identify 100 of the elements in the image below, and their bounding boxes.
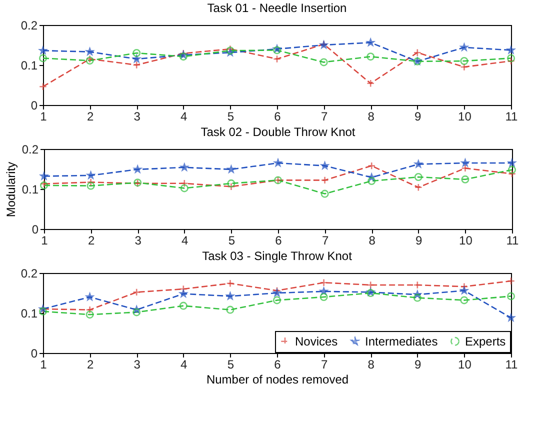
point	[461, 158, 470, 166]
legend-label: Intermediates	[365, 334, 438, 348]
point	[274, 158, 282, 166]
legend-label: Novices	[295, 334, 338, 348]
x-tick-label: 6	[274, 358, 282, 372]
point	[461, 175, 470, 184]
point	[506, 292, 516, 300]
point	[38, 82, 48, 91]
point	[86, 182, 95, 190]
point	[227, 179, 236, 188]
point	[460, 296, 468, 304]
point	[506, 54, 516, 62]
point	[461, 164, 470, 172]
point	[413, 280, 422, 290]
point	[507, 46, 515, 54]
x-tick-label: 9	[416, 234, 423, 248]
x-tick-label: 8	[368, 110, 375, 124]
x-tick-label: 2	[86, 358, 94, 372]
point	[506, 56, 516, 66]
point	[366, 79, 375, 88]
x-tick-label: 5	[228, 234, 236, 248]
x-tick-label: 5	[227, 358, 234, 372]
point	[132, 54, 140, 62]
point	[272, 46, 282, 54]
point	[366, 280, 375, 290]
x-tick-label: 9	[414, 358, 422, 372]
point	[368, 162, 376, 170]
x-tick-label: 7	[320, 110, 328, 124]
point	[460, 57, 468, 65]
point	[320, 162, 329, 170]
point	[368, 177, 376, 185]
point	[413, 294, 422, 302]
point	[86, 310, 94, 319]
point	[414, 173, 422, 181]
point	[132, 288, 141, 296]
point	[320, 58, 328, 66]
point	[413, 48, 422, 57]
x-tick-label: 4	[180, 358, 188, 372]
point	[226, 306, 234, 314]
point	[40, 172, 48, 180]
x-tick-label: 4	[182, 234, 189, 248]
point	[508, 170, 516, 178]
chart-title: Task 03 - Single Throw Knot	[202, 249, 353, 263]
point	[180, 179, 188, 188]
y-tick-label: 0	[32, 222, 39, 236]
x-tick-label: 10	[458, 358, 472, 372]
x-tick-label: 2	[88, 234, 95, 248]
point	[132, 60, 141, 70]
x-tick-label: 2	[86, 110, 94, 124]
x-tick-label: 1	[40, 358, 48, 372]
y-tick-label: 0.1	[22, 182, 39, 196]
point	[86, 48, 94, 56]
y-tick-label: 0.1	[20, 306, 38, 320]
y-tick-label: 0.2	[20, 18, 38, 32]
x-tick-label: 1	[41, 234, 48, 248]
point	[180, 184, 188, 192]
x-tick-label: 1	[40, 110, 48, 124]
chart-title: Task 01 - Needle Insertion	[207, 1, 347, 15]
x-tick-label: 11	[505, 358, 518, 372]
x-tick-label: 6	[275, 234, 282, 248]
y-tick-label: 0.2	[22, 142, 39, 156]
x-tick-label: 11	[505, 110, 518, 124]
point	[227, 182, 236, 191]
point	[508, 166, 516, 174]
point	[226, 292, 234, 300]
point	[86, 306, 94, 314]
y-tick-label: 0.1	[20, 58, 38, 72]
x-tick-label: 9	[414, 110, 422, 124]
y-tick-label: 0	[30, 98, 38, 112]
y-tick-label: 0	[30, 346, 38, 360]
point	[320, 278, 328, 287]
point	[272, 296, 282, 304]
chart-title: Task 02 - Double Throw Knot	[200, 125, 356, 139]
x-tick-label: 11	[506, 234, 520, 248]
x-tick-label: 8	[368, 358, 375, 372]
point	[86, 178, 95, 186]
x-tick-label: 10	[459, 234, 473, 248]
x-tick-label: 3	[134, 234, 142, 248]
point	[179, 302, 188, 310]
point	[86, 292, 94, 300]
point	[460, 43, 468, 51]
point	[226, 279, 234, 288]
point	[320, 293, 328, 301]
x-tick-label: 4	[180, 110, 188, 124]
point	[320, 176, 329, 184]
x-axis-title: Number of nodes removed	[206, 372, 349, 386]
point	[227, 165, 236, 173]
x-tick-label: 7	[320, 358, 328, 372]
x-tick-label: 7	[322, 234, 329, 248]
x-tick-label: 10	[458, 110, 472, 124]
y-axis-title: Modularity	[4, 162, 18, 218]
x-tick-label: 3	[134, 358, 141, 372]
y-tick-label: 0.2	[20, 266, 38, 280]
point	[179, 284, 188, 294]
x-tick-label: 3	[134, 110, 141, 124]
point	[366, 52, 375, 61]
point	[320, 287, 328, 295]
point	[132, 49, 141, 57]
point	[508, 158, 516, 166]
point	[38, 307, 48, 316]
